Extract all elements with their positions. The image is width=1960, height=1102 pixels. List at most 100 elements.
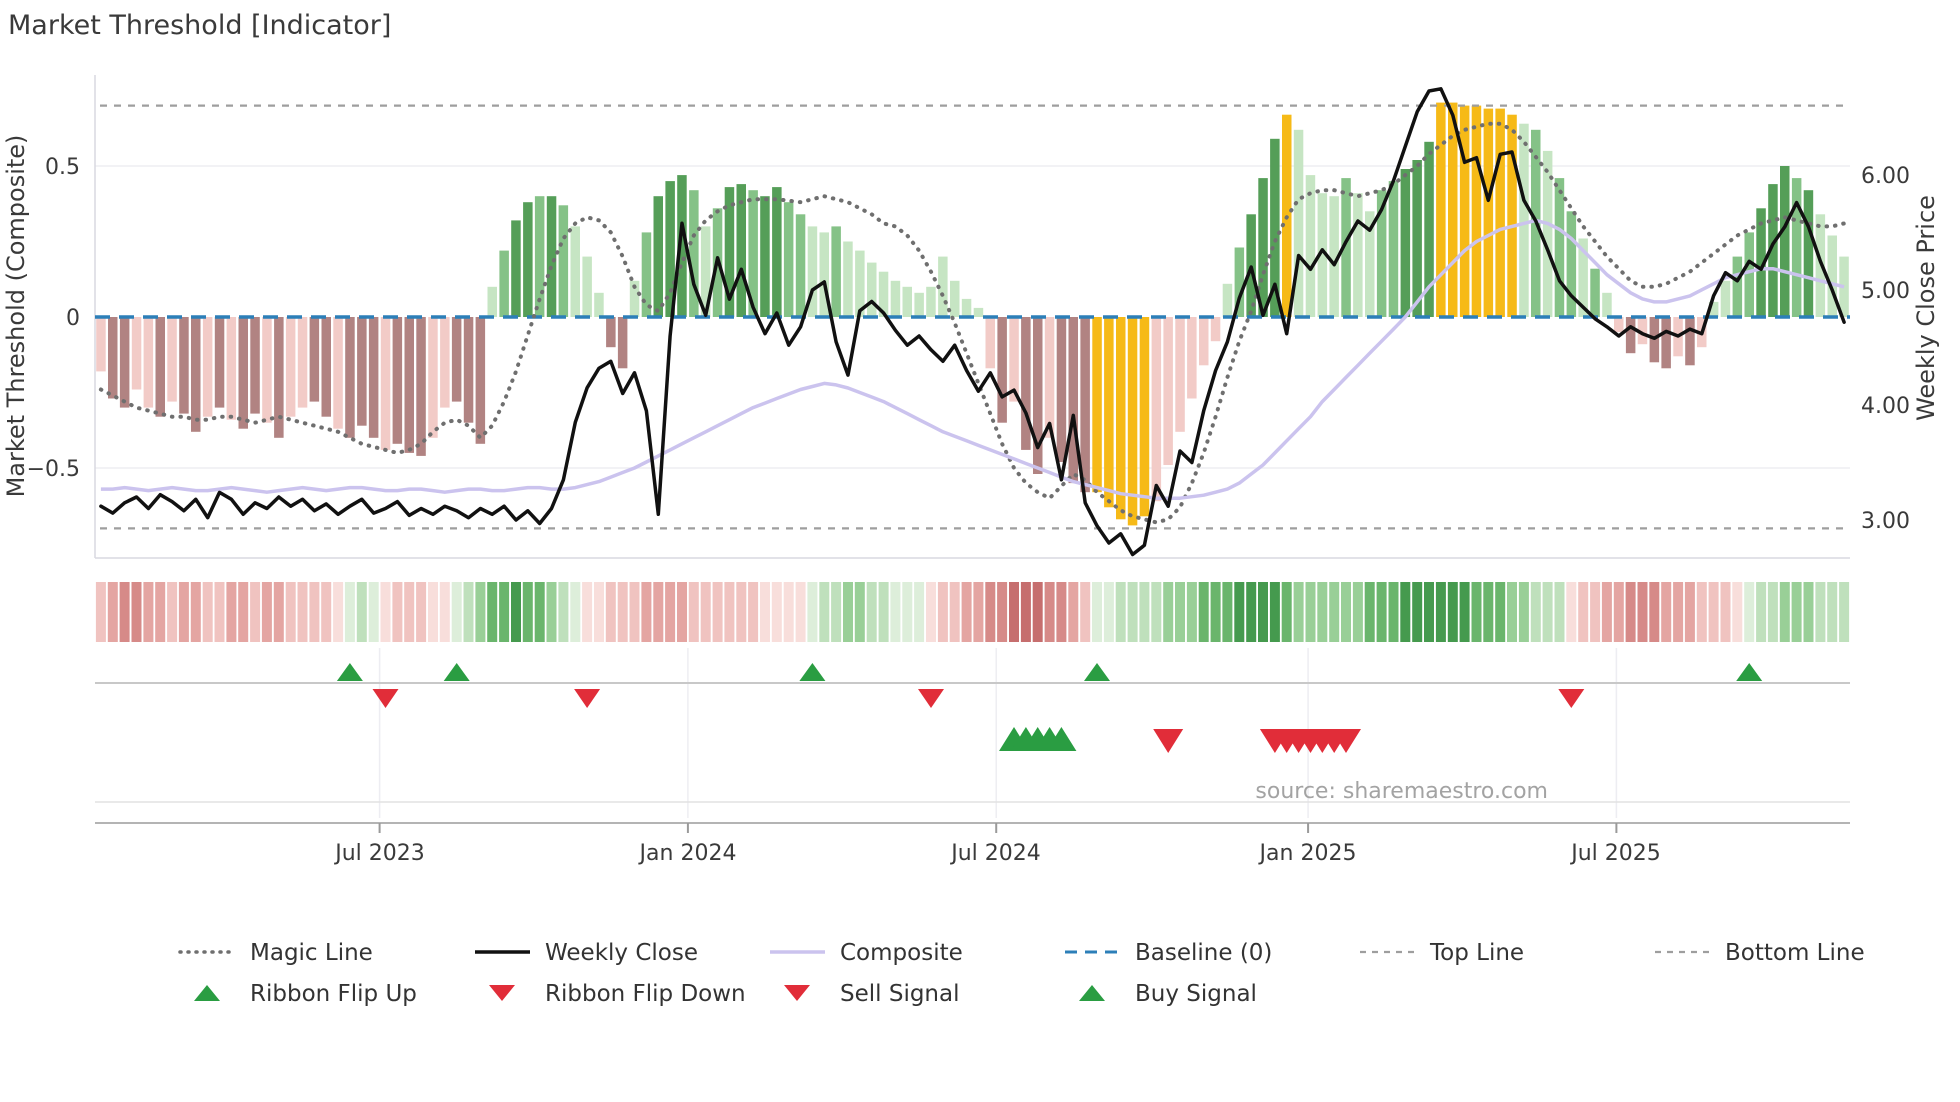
- ribbon-cell: [1424, 582, 1434, 642]
- ribbon-cell: [1554, 582, 1565, 642]
- ribbon-cell: [736, 582, 747, 642]
- ribbon-cell: [475, 582, 486, 642]
- ribbon-cell: [190, 582, 201, 642]
- threshold-bar: [143, 317, 154, 408]
- ribbon-cell: [499, 582, 510, 642]
- ribbon-cell: [1435, 582, 1446, 642]
- ribbon-cell: [107, 582, 118, 642]
- left-tick-0: 0: [66, 306, 80, 331]
- threshold-bar: [1424, 141, 1434, 317]
- threshold-bar: [1056, 317, 1067, 462]
- threshold-bar: [617, 317, 628, 369]
- threshold-bar: [973, 307, 984, 317]
- threshold-bar: [1210, 317, 1221, 342]
- ribbon-cell: [1518, 582, 1529, 642]
- threshold-bar: [191, 317, 201, 432]
- ribbon-cell: [1696, 582, 1707, 642]
- threshold-bar: [250, 317, 260, 414]
- ribbon-flip-up-icon: [194, 985, 220, 1001]
- threshold-bar: [1033, 317, 1043, 474]
- ribbon-flip-up-marker: [443, 663, 470, 681]
- threshold-bar: [677, 175, 687, 317]
- ribbon-cell: [392, 582, 403, 642]
- ribbon-cell: [641, 582, 652, 642]
- threshold-bar: [1827, 235, 1837, 317]
- threshold-bar: [1566, 211, 1577, 317]
- sell-signal-marker: [1331, 729, 1361, 753]
- legend-label-top-line: Top Line: [1429, 940, 1524, 966]
- legend-label-bottom-line: Bottom Line: [1725, 940, 1865, 966]
- ribbon-cell: [428, 582, 438, 642]
- ribbon-cell: [653, 582, 664, 642]
- threshold-bar: [1234, 247, 1245, 317]
- ribbon-cell: [487, 582, 498, 642]
- threshold-bar: [665, 181, 675, 317]
- ribbon-cell: [333, 582, 344, 642]
- threshold-bar: [570, 226, 580, 317]
- threshold-bar: [297, 317, 308, 408]
- ribbon-cell: [1767, 582, 1778, 642]
- threshold-bar: [1756, 208, 1766, 317]
- ribbon-cell: [1839, 582, 1850, 642]
- ribbon-cell: [214, 582, 225, 642]
- ribbon-cell: [522, 582, 533, 642]
- threshold-bar: [736, 184, 746, 317]
- ribbon-cell: [665, 582, 676, 642]
- x-tick-jul-2023: Jul 2023: [333, 841, 425, 866]
- sell-signal-marker: [1153, 729, 1184, 753]
- ribbon-cell: [1186, 582, 1197, 642]
- threshold-bar: [606, 317, 616, 348]
- ribbon-cell: [1293, 582, 1304, 642]
- ribbon-cell: [677, 582, 687, 642]
- ribbon-cell: [748, 582, 759, 642]
- threshold-bar: [167, 317, 177, 402]
- ribbon-cell: [1163, 582, 1174, 642]
- ribbon-cell: [1720, 582, 1731, 642]
- ribbon-cell: [380, 582, 391, 642]
- ribbon-cell: [688, 582, 699, 642]
- ribbon-cell: [1376, 582, 1387, 642]
- x-tick-jan-2025: Jan 2025: [1258, 841, 1357, 866]
- ribbon-cell: [285, 582, 296, 642]
- threshold-bar: [416, 317, 426, 456]
- threshold-bar: [1353, 193, 1363, 317]
- ribbon-cell: [866, 582, 877, 642]
- ribbon-cell: [1483, 582, 1494, 642]
- ribbon-cell: [902, 582, 913, 642]
- ribbon-cell: [1115, 582, 1126, 642]
- ribbon-cell: [771, 582, 782, 642]
- threshold-bar: [357, 317, 367, 426]
- threshold-bar: [345, 317, 355, 438]
- ribbon-cell: [1507, 582, 1517, 642]
- ribbon-cell: [558, 582, 569, 642]
- right-tick-4: 4.00: [1861, 394, 1910, 419]
- threshold-bar: [1175, 317, 1185, 432]
- threshold-bar: [1104, 317, 1114, 508]
- ribbon-cell: [1684, 582, 1695, 642]
- threshold-bar: [1720, 280, 1731, 317]
- ribbon-cell: [700, 582, 711, 642]
- threshold-bar: [1305, 175, 1316, 317]
- ribbon-cell: [1827, 582, 1838, 642]
- ribbon-cell: [546, 582, 557, 642]
- threshold-bar: [238, 317, 248, 429]
- ribbon-cell: [712, 582, 723, 642]
- threshold-bar: [475, 317, 486, 444]
- threshold-bar: [1436, 102, 1446, 317]
- ribbon-cell: [807, 582, 818, 642]
- threshold-bar: [748, 190, 758, 317]
- threshold-bar: [1376, 190, 1387, 317]
- ribbon-cell: [356, 582, 367, 642]
- threshold-bar: [321, 317, 331, 417]
- ribbon-cell: [1020, 582, 1031, 642]
- threshold-bar: [392, 317, 403, 444]
- threshold-bar: [843, 241, 853, 317]
- threshold-bar: [1602, 292, 1612, 317]
- ribbon-cell: [1447, 582, 1458, 642]
- threshold-bar: [108, 317, 118, 399]
- threshold-bar: [831, 226, 841, 317]
- ribbon-cell: [451, 582, 462, 642]
- threshold-bar: [689, 190, 699, 317]
- ribbon-cell: [914, 582, 925, 642]
- threshold-bar: [1732, 256, 1743, 317]
